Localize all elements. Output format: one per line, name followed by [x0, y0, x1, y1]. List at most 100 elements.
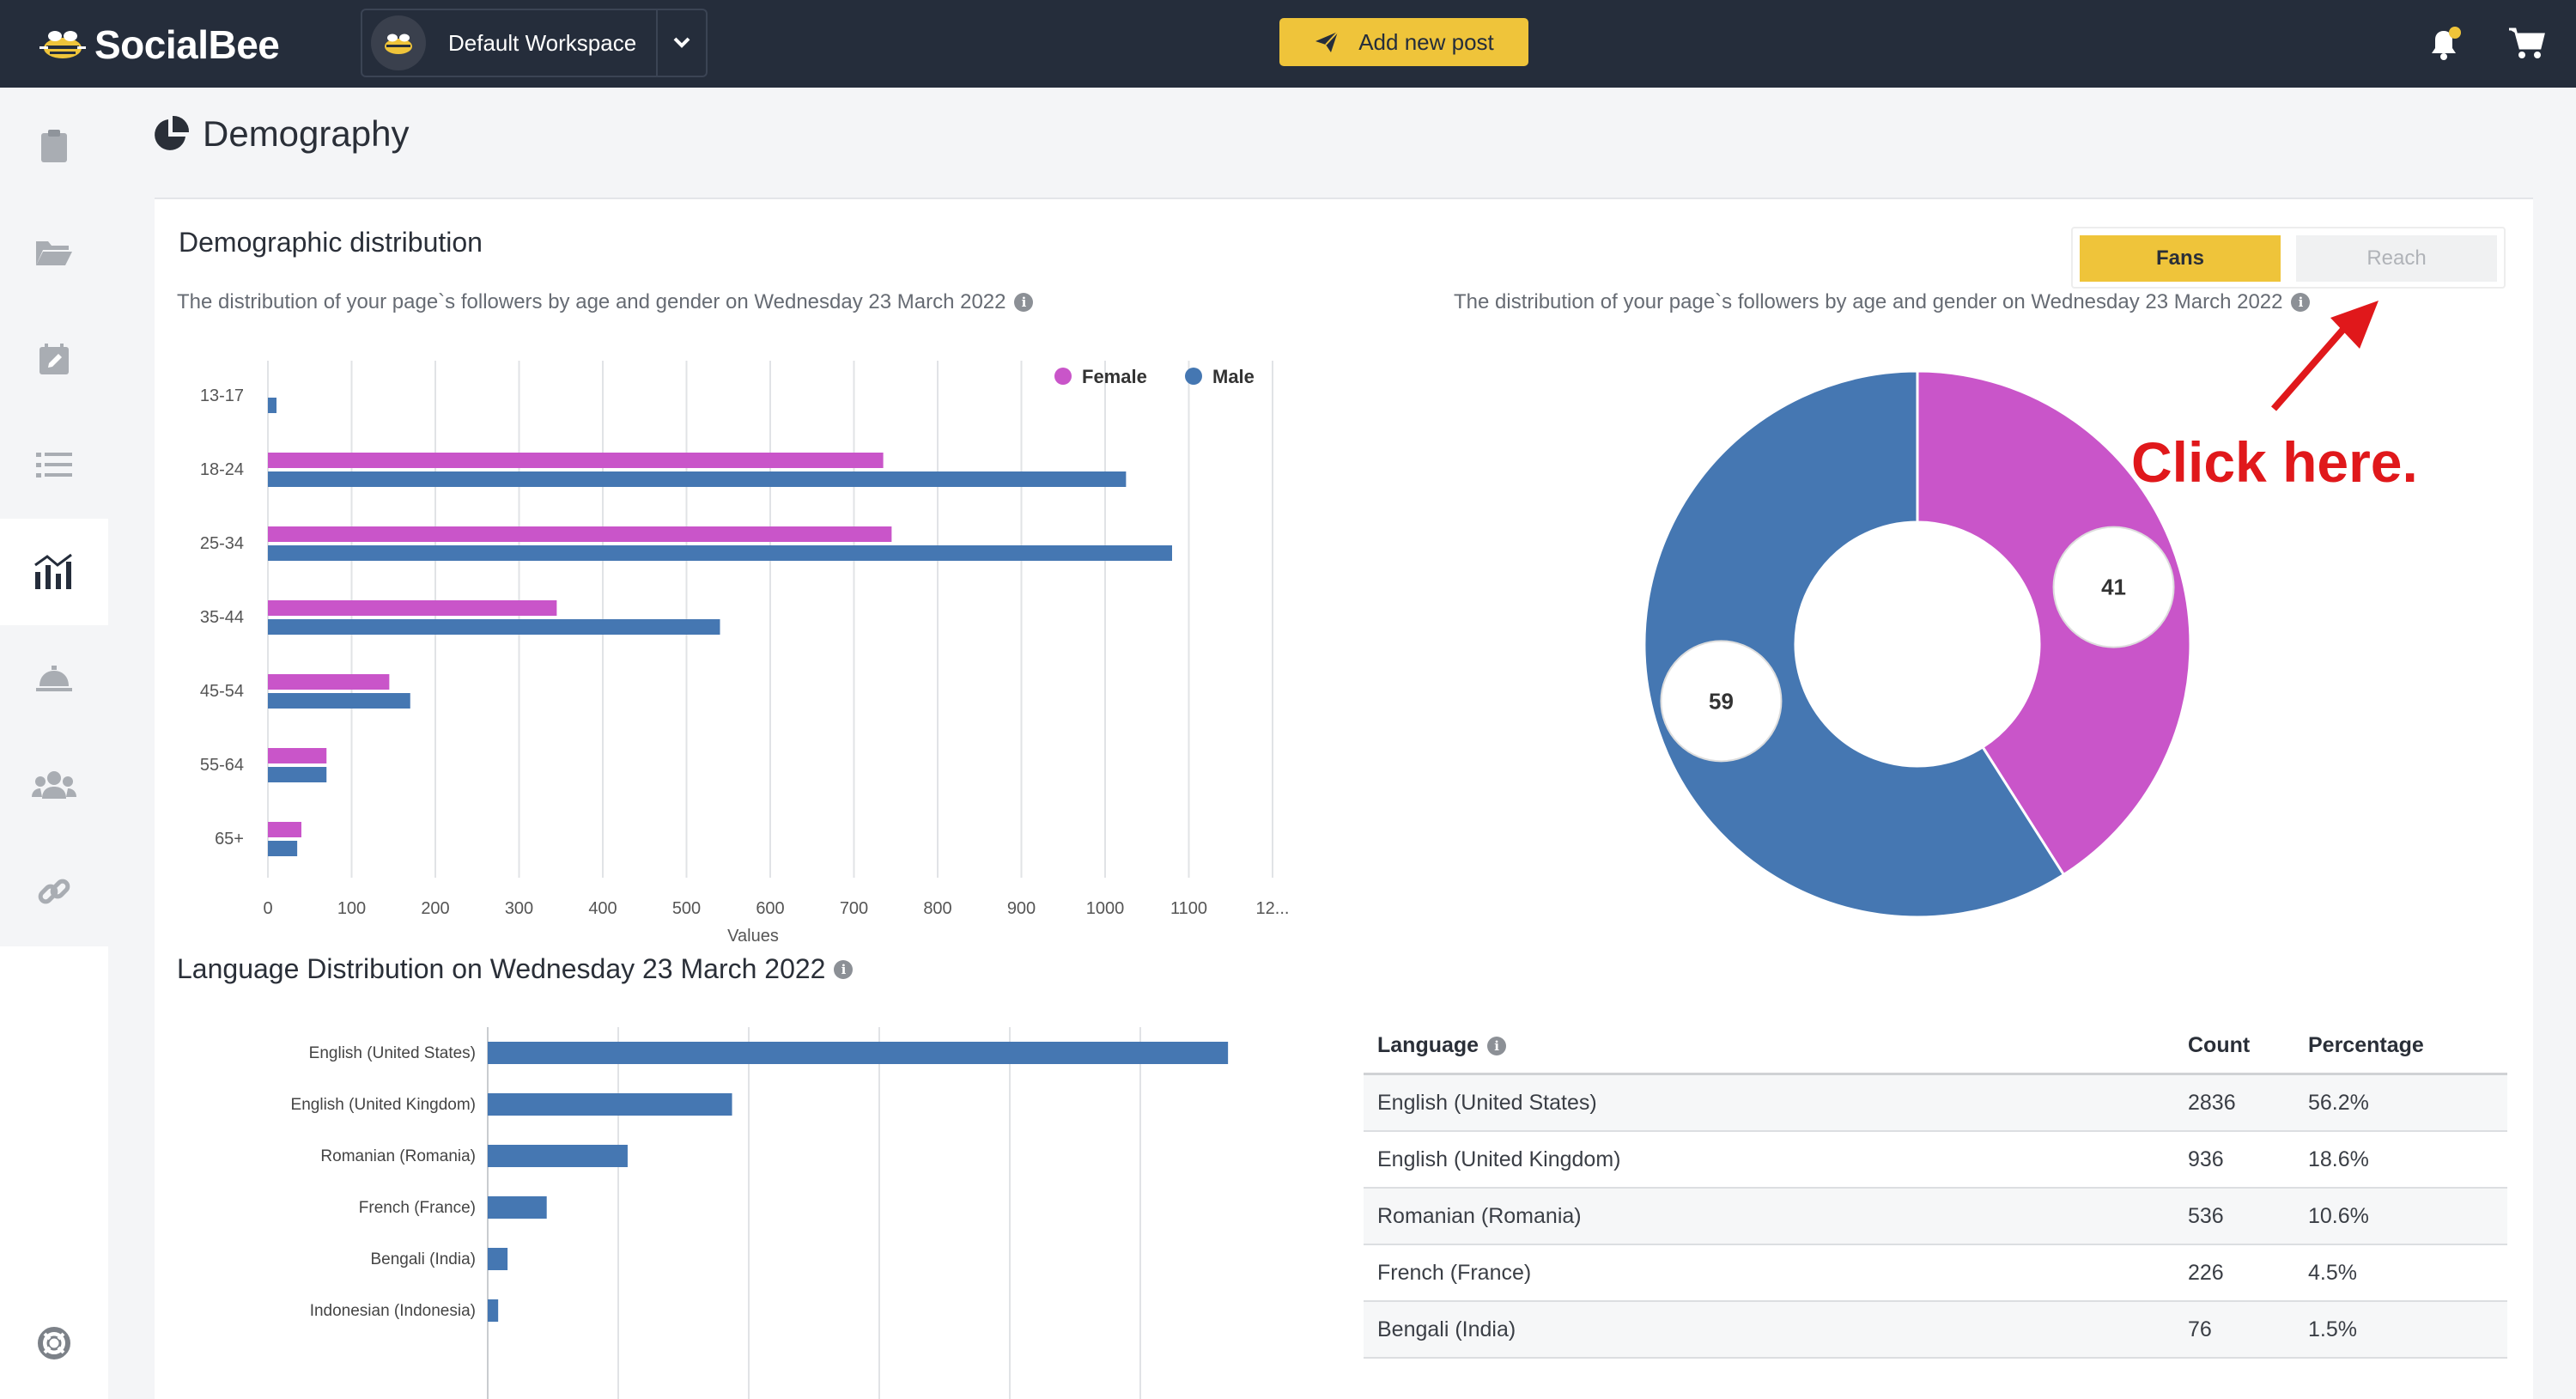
- sidebar-item-team[interactable]: [0, 732, 108, 838]
- y-tick-label: French (France): [359, 1199, 476, 1217]
- y-tick-label: 18-24: [200, 460, 244, 479]
- bar-male: [268, 841, 298, 856]
- chevron-down-icon[interactable]: [658, 9, 706, 77]
- count-cell: 936: [2188, 1147, 2224, 1171]
- count-column-header[interactable]: Count: [2188, 1033, 2251, 1057]
- folder-icon: [36, 241, 72, 265]
- sidebar-item-analytics[interactable]: [0, 519, 108, 625]
- y-tick-label: Romanian (Romania): [320, 1147, 476, 1165]
- percentage-cell: 1.5%: [2308, 1317, 2357, 1341]
- percentage-cell: 56.2%: [2308, 1090, 2369, 1115]
- page-title: Demography: [151, 113, 409, 155]
- info-icon[interactable]: i: [1014, 293, 1034, 312]
- link-icon: [38, 879, 70, 904]
- pie-chart-icon: [155, 115, 190, 150]
- language-bar: [488, 1299, 499, 1322]
- table-row: English (United States) 2836 56.2%: [1364, 1075, 2507, 1132]
- fans-button[interactable]: Fans: [2080, 235, 2281, 282]
- table-row: English (United Kingdom) 936 18.6%: [1364, 1132, 2507, 1189]
- count-cell: 226: [2188, 1260, 2224, 1285]
- language-bar-chart: English (United States) English (United K…: [291, 1027, 1229, 1399]
- calendar-edit-icon: [39, 344, 69, 374]
- demographic-subtitle-left: The distribution of your page`s follower…: [177, 290, 1034, 314]
- sidebar-item-links[interactable]: [0, 838, 108, 945]
- legend-male-marker: [1185, 368, 1202, 385]
- percentage-cell: 10.6%: [2308, 1203, 2369, 1228]
- sidebar-lower-area: [0, 946, 108, 1399]
- language-column-header[interactable]: Language i: [1364, 1033, 2188, 1058]
- lifebuoy-icon: [38, 1327, 70, 1359]
- language-table: Language i Count Percentage English (Uni…: [1364, 1019, 2507, 1359]
- language-bar: [488, 1196, 547, 1219]
- info-icon[interactable]: i: [834, 959, 854, 979]
- language-cell: English (United States): [1377, 1090, 1597, 1115]
- donut-value-bubble: [2052, 526, 2175, 648]
- y-tick-label: 55-64: [200, 756, 244, 775]
- language-bar: [488, 1248, 508, 1270]
- users-group-icon: [32, 771, 76, 799]
- language-cell: Bengali (India): [1377, 1317, 1516, 1341]
- language-table-header: Language i Count Percentage: [1364, 1019, 2507, 1075]
- bar-male: [268, 471, 1127, 487]
- brand-name: SocialBee: [94, 22, 280, 67]
- donut-value-bubble: [1660, 640, 1783, 763]
- percentage-cell: 18.6%: [2308, 1147, 2369, 1171]
- bell-icon[interactable]: [2427, 26, 2461, 62]
- sidebar-item-services[interactable]: [0, 625, 108, 732]
- add-new-post-button[interactable]: Add new post: [1279, 18, 1528, 66]
- language-cell: French (France): [1377, 1260, 1532, 1285]
- x-tick-label: 12...: [1256, 899, 1288, 918]
- y-tick-label: 13-17: [200, 386, 244, 405]
- y-tick-label: 65+: [215, 830, 244, 849]
- donut-data-label: 41: [2101, 575, 2126, 600]
- x-tick-label: 500: [672, 899, 701, 918]
- brand-logo[interactable]: SocialBee: [38, 19, 280, 70]
- red-arrow-icon: [2270, 301, 2379, 411]
- reach-button[interactable]: Reach: [2296, 235, 2497, 282]
- bar-male: [268, 398, 276, 413]
- x-tick-label: 100: [337, 899, 366, 918]
- count-cell: 2836: [2188, 1090, 2236, 1115]
- bar-female: [268, 822, 301, 837]
- click-here-annotation: Click here.: [2131, 430, 2418, 494]
- bee-icon: [385, 33, 412, 54]
- workspace-name: Default Workspace: [448, 29, 637, 56]
- language-bar: [488, 1145, 628, 1167]
- add-new-post-label: Add new post: [1358, 28, 1494, 55]
- sidebar-item-content[interactable]: [0, 199, 108, 306]
- x-tick-label: 400: [588, 899, 617, 918]
- bar-male: [268, 693, 410, 709]
- language-header-label: Language: [1377, 1033, 1479, 1057]
- sidebar-item-help[interactable]: [0, 1290, 108, 1396]
- y-tick-label: English (United States): [309, 1044, 476, 1062]
- y-tick-label: 45-54: [200, 682, 244, 701]
- analytics-chart-icon: [34, 553, 72, 589]
- sidebar-item-list[interactable]: [0, 412, 108, 519]
- paper-plane-icon: [1315, 31, 1339, 52]
- percentage-column-header[interactable]: Percentage: [2308, 1033, 2424, 1057]
- workspace-divider: [656, 9, 658, 77]
- bar-female: [268, 453, 884, 468]
- sidebar: [0, 88, 108, 1399]
- workspace-selector[interactable]: Default Workspace: [361, 9, 708, 77]
- x-axis-label: Values: [727, 927, 779, 945]
- x-tick-label: 800: [923, 899, 951, 918]
- bar-female: [268, 748, 327, 763]
- x-tick-label: 600: [756, 899, 784, 918]
- x-tick-label: 1100: [1170, 899, 1207, 918]
- percentage-cell: 4.5%: [2308, 1260, 2357, 1285]
- table-row: Romanian (Romania) 536 10.6%: [1364, 1189, 2507, 1245]
- donut-data-label: 59: [1709, 688, 1734, 714]
- info-icon[interactable]: i: [2291, 293, 2311, 312]
- cart-icon[interactable]: [2507, 26, 2545, 60]
- demographic-section-title: Demographic distribution: [179, 227, 483, 258]
- info-icon[interactable]: i: [1487, 1036, 1507, 1055]
- x-tick-label: 0: [263, 899, 272, 918]
- demographic-subtitle-right: The distribution of your page`s follower…: [1454, 290, 2311, 314]
- sidebar-item-posts[interactable]: [0, 93, 108, 199]
- y-tick-label: 35-44: [200, 608, 244, 627]
- legend-female-label: Female: [1082, 366, 1147, 387]
- sidebar-item-schedule[interactable]: [0, 306, 108, 412]
- clipboard-icon: [41, 130, 67, 162]
- language-bar: [488, 1093, 732, 1116]
